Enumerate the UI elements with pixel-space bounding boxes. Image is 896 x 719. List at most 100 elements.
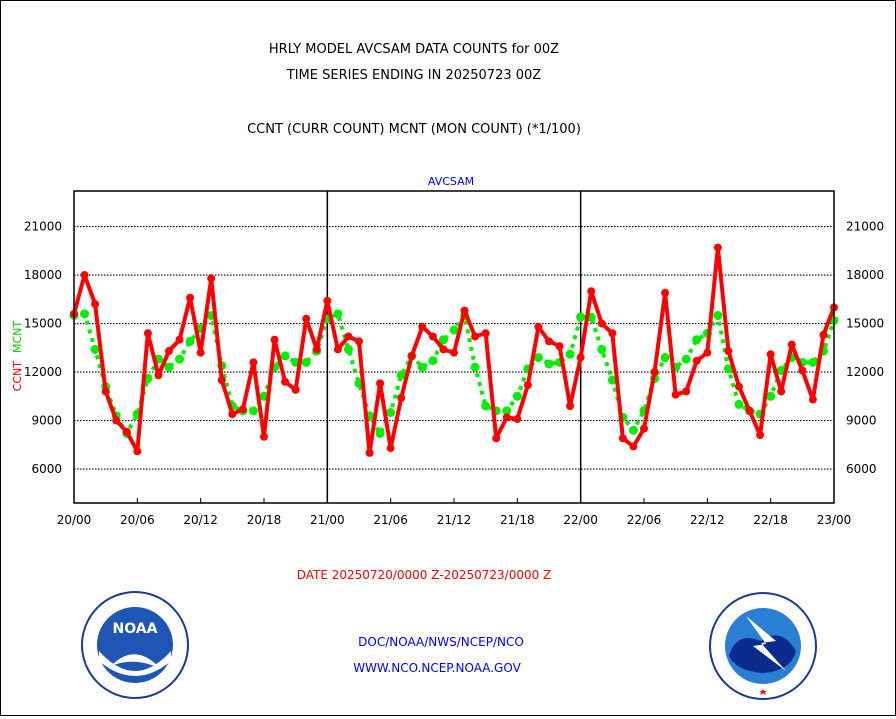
data-point-ccnt <box>270 335 279 344</box>
data-point-ccnt <box>597 319 606 328</box>
data-point-ccnt <box>165 347 173 356</box>
data-point-mcnt <box>597 344 607 354</box>
data-point-ccnt <box>587 287 596 296</box>
y-tick-label-left: 21000 <box>24 220 62 234</box>
data-point-ccnt <box>629 442 638 451</box>
data-point-ccnt <box>323 296 332 305</box>
panel-label: AVCSAM <box>428 175 474 188</box>
x-tick-label: 22/12 <box>690 513 725 527</box>
x-tick-label: 20/06 <box>120 513 155 527</box>
x-tick-label: 22/06 <box>627 513 662 527</box>
data-point-ccnt <box>101 387 110 396</box>
data-point-ccnt <box>112 416 121 425</box>
data-point-mcnt <box>628 425 638 435</box>
data-point-mcnt <box>723 364 733 374</box>
data-point-ccnt <box>555 342 564 351</box>
data-point-mcnt <box>533 353 543 363</box>
data-point-ccnt <box>249 358 258 367</box>
data-point-ccnt <box>428 332 437 341</box>
data-point-mcnt <box>660 353 670 363</box>
data-point-ccnt <box>238 405 247 414</box>
nws-logo <box>709 592 817 700</box>
data-point-mcnt <box>386 407 396 417</box>
data-point-ccnt <box>481 329 490 338</box>
data-point-ccnt <box>376 379 385 388</box>
x-tick-label: 20/18 <box>247 513 282 527</box>
data-point-ccnt <box>735 382 743 391</box>
data-point-mcnt <box>175 354 185 364</box>
x-tick-label: 21/06 <box>373 513 408 527</box>
data-point-mcnt <box>565 349 575 359</box>
y-tick-label-right: 15000 <box>846 317 884 331</box>
data-point-ccnt <box>724 347 733 356</box>
data-point-ccnt <box>798 366 807 375</box>
y-tick-label-left: 6000 <box>31 462 62 476</box>
x-axis-label: DATE 20250720/0000 Z-20250723/0000 Z <box>297 568 552 582</box>
x-tick-label: 21/00 <box>310 513 345 527</box>
data-point-ccnt <box>640 424 648 433</box>
data-point-ccnt <box>545 337 553 346</box>
data-point-ccnt <box>766 350 775 359</box>
data-point-mcnt <box>734 399 744 409</box>
footer-url: WWW.NCO.NCEP.NOAA.GOV <box>353 661 521 675</box>
data-point-ccnt <box>471 332 480 341</box>
data-point-ccnt <box>787 340 796 349</box>
data-point-ccnt <box>523 380 532 389</box>
data-point-mcnt <box>428 356 438 366</box>
x-tick-label: 22/18 <box>753 513 788 527</box>
data-point-ccnt <box>692 356 701 365</box>
footer-agency: DOC/NOAA/NWS/NCEP/NCO <box>358 635 524 649</box>
data-point-mcnt <box>90 344 100 354</box>
y-tick-label-left: 15000 <box>24 317 62 331</box>
ylabel-ccnt: CCNT <box>11 361 24 392</box>
data-point-mcnt <box>438 335 448 345</box>
chart-title: HRLY MODEL AVCSAM DATA COUNTS for 00Z <box>269 42 559 57</box>
data-point-ccnt <box>333 345 342 354</box>
data-point-ccnt <box>682 387 691 396</box>
data-point-ccnt <box>713 243 722 252</box>
noaa-logo-text: NOAA <box>113 621 158 637</box>
data-point-mcnt <box>417 362 427 372</box>
data-point-mcnt <box>808 357 818 367</box>
data-point-ccnt <box>133 447 142 456</box>
data-point-ccnt <box>492 434 501 443</box>
y-tick-label-right: 21000 <box>846 220 884 234</box>
data-point-mcnt <box>607 375 617 385</box>
data-point-mcnt <box>396 370 406 380</box>
data-point-ccnt <box>671 390 680 399</box>
data-point-ccnt <box>618 434 627 443</box>
data-point-mcnt <box>681 354 691 364</box>
data-point-mcnt <box>544 359 554 369</box>
data-point-ccnt <box>460 306 469 315</box>
data-point-ccnt <box>756 431 765 440</box>
data-point-mcnt <box>449 325 459 335</box>
data-point-ccnt <box>534 322 543 331</box>
data-point-ccnt <box>418 322 427 331</box>
x-tick-label: 21/18 <box>500 513 535 527</box>
data-point-ccnt <box>175 335 184 344</box>
data-point-ccnt <box>777 387 786 396</box>
data-point-ccnt <box>513 414 522 423</box>
data-point-ccnt <box>217 376 226 385</box>
data-point-ccnt <box>196 348 205 357</box>
data-point-mcnt <box>301 357 311 367</box>
x-tick-label: 20/12 <box>183 513 218 527</box>
data-point-ccnt <box>291 385 300 394</box>
data-point-ccnt <box>650 368 659 377</box>
data-point-mcnt <box>248 406 258 416</box>
data-point-ccnt <box>365 448 374 457</box>
data-point-mcnt <box>164 362 174 372</box>
chart-subtitle: TIME SERIES ENDING IN 20250723 00Z <box>286 68 542 83</box>
x-tick-label: 21/12 <box>437 513 472 527</box>
data-point-mcnt <box>713 310 723 320</box>
y-tick-label-left: 18000 <box>24 268 62 282</box>
data-point-mcnt <box>80 309 90 319</box>
data-point-ccnt <box>397 393 406 402</box>
x-tick-label: 23/00 <box>817 513 852 527</box>
data-point-ccnt <box>228 410 237 419</box>
data-point-mcnt <box>766 391 776 401</box>
data-point-ccnt <box>808 395 817 404</box>
data-point-mcnt <box>375 428 385 438</box>
